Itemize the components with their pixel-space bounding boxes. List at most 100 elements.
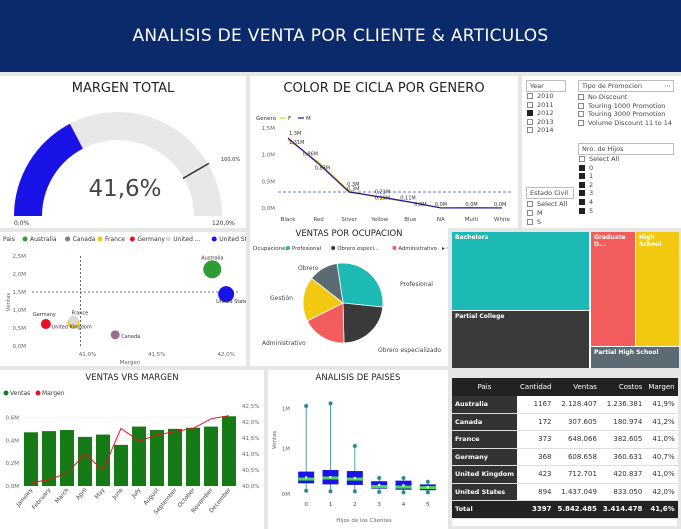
table-row[interactable]: Canada 172 307.605 180.974 41,2%: [452, 413, 678, 431]
outlier-point: [377, 489, 382, 494]
legend-title: Pais: [3, 236, 15, 243]
year-slicer-item[interactable]: 2014: [527, 126, 554, 134]
paises-panel[interactable]: ANALISIS DE PAISES 1M 1M 0M Ventas Hijos de …: [268, 370, 448, 529]
treemap-bachelors[interactable]: Bachelors: [452, 232, 589, 310]
checkbox-icon[interactable]: [527, 210, 533, 216]
hijos-slicer-item[interactable]: 1: [579, 172, 593, 180]
y-tick: 1,5M: [13, 290, 27, 296]
slicer-item-label: 4: [589, 198, 594, 206]
checkbox-icon[interactable]: [527, 118, 533, 125]
column-header[interactable]: Margen: [645, 378, 678, 396]
y-tick: 1M: [282, 447, 290, 453]
table-row[interactable]: Australia 1167 2.128.407 1.236.381 41,9%: [452, 395, 678, 414]
x-tick: Black: [281, 217, 297, 223]
box-median: [298, 477, 315, 481]
column-header[interactable]: Pais: [452, 378, 518, 396]
ventas-bar: [42, 431, 56, 486]
checkbox-icon[interactable]: [527, 201, 533, 207]
table-cell: Total: [452, 500, 518, 519]
table-row[interactable]: Germany 368 608.658 360.631 40,7%: [452, 448, 678, 466]
checkbox-icon[interactable]: [527, 219, 533, 225]
checkbox-icon[interactable]: [579, 190, 585, 197]
point-label: Australia: [201, 255, 223, 261]
estado-slicer-item[interactable]: S: [527, 218, 541, 226]
estado-slicer-item[interactable]: M: [527, 209, 543, 217]
y-tick: 0,4M: [6, 438, 20, 444]
promo-slicer-item[interactable]: Volume Discount 11 to 14: [578, 119, 672, 127]
table-row[interactable]: United States 894 1.437.049 833.050 42,0%: [452, 483, 678, 501]
checkbox-icon[interactable]: [579, 156, 585, 162]
scatter-point: [110, 330, 120, 340]
hijos-slicer-item[interactable]: 3: [579, 189, 593, 197]
checkbox-icon[interactable]: [579, 207, 585, 214]
promo-slicer-item[interactable]: No Discount: [578, 93, 627, 101]
hijos-slicer-item[interactable]: Select All: [579, 155, 619, 163]
checkbox-icon[interactable]: [527, 127, 533, 133]
table-cell: 41,9%: [645, 395, 678, 414]
hijos-slicer-item[interactable]: 0: [579, 164, 593, 172]
legend-marker: [22, 236, 28, 242]
ventas-bar: [222, 416, 236, 486]
treemap[interactable]: Bachelors Partial College Graduate D... …: [452, 232, 679, 368]
checkbox-icon[interactable]: [579, 164, 585, 171]
box-mean: [402, 484, 405, 487]
column-header[interactable]: Costos: [599, 378, 646, 396]
year-slicer-header[interactable]: Year: [526, 80, 566, 92]
checkbox-icon[interactable]: [579, 173, 585, 180]
scatter-point: [40, 319, 51, 330]
series-line-M: [287, 137, 503, 209]
checkbox-icon[interactable]: [527, 93, 533, 99]
table-row[interactable]: United Kingdom 423 712.701 420.837 41,0%: [452, 465, 678, 484]
column-header[interactable]: Ventas: [554, 378, 600, 396]
treemap-partial-high-school[interactable]: Partial High School: [591, 347, 679, 368]
data-label: 0,11M: [400, 195, 415, 201]
table-total-row[interactable]: Total 3397 5.842.485 3.414.478 41,6%: [452, 500, 678, 519]
checkbox-icon[interactable]: [579, 199, 585, 205]
x-tick: 4: [402, 502, 406, 508]
data-label: 0,0M: [494, 202, 506, 208]
promo-slicer-item[interactable]: Touring 3000 Promotion: [578, 110, 665, 118]
promo-slicer-item[interactable]: Touring 1000 Promotion: [578, 102, 665, 110]
table-cell: 5.842.485: [554, 500, 600, 519]
checkbox-icon[interactable]: [578, 94, 584, 100]
hijos-slicer-item[interactable]: 5: [579, 207, 593, 215]
margen-min: 0,0%: [14, 220, 30, 227]
color-genero-panel[interactable]: COLOR DE CICLA POR GENERO Genero F M 1,5M 1,…: [250, 76, 518, 228]
slice-label: Obrero: [298, 265, 319, 272]
color-title: COLOR DE CICLA POR GENERO: [283, 81, 485, 96]
y2-tick: 41,0%: [242, 452, 259, 458]
data-label: 0,83M: [315, 166, 330, 172]
year-slicer-item[interactable]: 2011: [527, 101, 554, 109]
checkbox-icon[interactable]: [527, 101, 533, 108]
checkbox-icon[interactable]: [578, 119, 584, 126]
margen-total-panel[interactable]: MARGEN TOTAL 41,6% 0,0% 120,0% 100,0%: [0, 76, 246, 228]
hijos-slicer-item[interactable]: 2: [579, 181, 593, 189]
more-options-icon[interactable]: ⋯: [664, 82, 671, 90]
table-row[interactable]: France 373 648.066 382.605 41,0%: [452, 430, 678, 449]
checkbox-icon[interactable]: [527, 110, 533, 116]
estado-slicer-item[interactable]: Select All: [527, 200, 567, 208]
legend-marker: [447, 246, 448, 250]
checkbox-icon[interactable]: [578, 111, 584, 117]
year-slicer-item[interactable]: 2012: [527, 109, 554, 117]
column-header[interactable]: Cantidad: [517, 378, 555, 396]
treemap-high-school[interactable]: High School: [636, 232, 679, 346]
hijos-slicer-item[interactable]: 4: [579, 198, 593, 206]
checkbox-icon[interactable]: [578, 102, 584, 109]
year-slicer-item[interactable]: 2010: [527, 92, 554, 100]
promo-slicer-header[interactable]: Tipo de Promocion: [578, 80, 674, 92]
checkbox-icon[interactable]: [579, 181, 585, 188]
x-tick: Blue: [404, 217, 417, 223]
pie-panel[interactable]: VENTAS POR OCUPACION Ocupaciones Profesio…: [250, 228, 448, 366]
treemap-partial-college[interactable]: Partial College: [452, 311, 589, 368]
estado-slicer-header[interactable]: Estado Civil: [526, 187, 574, 199]
ventas-margen-panel[interactable]: VENTAS VRS MARGEN Ventas Margen 0,6M 0,4M 0,…: [0, 370, 264, 529]
scatter-panel[interactable]: Pais Australia Canada France Germany United .…: [0, 232, 246, 366]
hijos-slicer-header[interactable]: Nro. de Hijos: [578, 143, 674, 155]
x-axis-label: Margen: [120, 360, 141, 366]
year-slicer-item[interactable]: 2013: [527, 118, 554, 126]
outlier-point: [401, 476, 406, 480]
treemap-graduate[interactable]: Graduate D...: [591, 232, 635, 346]
legend-label: United ...: [173, 236, 200, 243]
legend-label: Ventas: [10, 390, 30, 397]
